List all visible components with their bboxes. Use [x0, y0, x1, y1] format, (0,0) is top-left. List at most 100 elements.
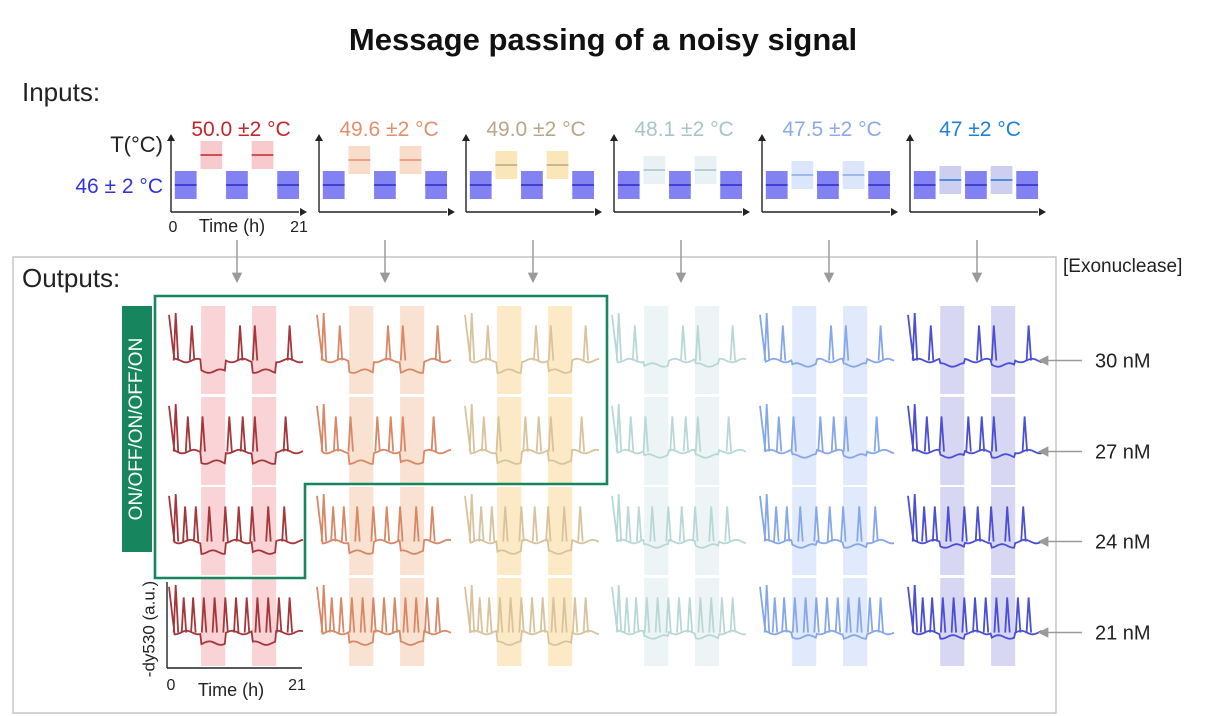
input-panel-1: 50.0 ±2 °C [167, 118, 307, 216]
input-x-axis-arrow [1039, 208, 1046, 216]
input-x-axis-arrow [743, 208, 750, 216]
input-temperature-label: 48.1 ±2 °C [634, 118, 733, 141]
output-trace [316, 405, 452, 465]
output-panel-r3-c2 [316, 487, 452, 575]
output-off-band [201, 487, 226, 575]
output-off-band [201, 306, 226, 394]
output-spike [383, 506, 391, 542]
output-time-label: Time (h) [198, 680, 264, 700]
output-spike [582, 597, 589, 633]
output-panel-r2-c3 [464, 397, 600, 485]
output-spike [320, 493, 328, 542]
output-spike [254, 597, 261, 633]
output-spike [522, 416, 529, 452]
output-spike [965, 416, 972, 452]
output-spike [188, 325, 196, 361]
output-off-band [940, 306, 965, 394]
output-spike [582, 325, 589, 361]
output-spike [265, 506, 272, 542]
input-y-axis-arrow [315, 134, 323, 141]
output-spike [763, 403, 771, 452]
output-spike [1025, 325, 1032, 361]
output-spike [779, 325, 787, 361]
output-spike [669, 416, 676, 452]
output-spike [468, 493, 476, 542]
output-spike [547, 325, 555, 361]
output-spike [665, 597, 672, 633]
output-trace [759, 405, 895, 459]
output-spike [226, 416, 233, 452]
input-panel-5: 47.5 ±2 °C [758, 118, 898, 216]
output-panel-r1-c4 [611, 306, 747, 394]
output-spike [615, 403, 623, 452]
output-off-band [991, 487, 1016, 575]
output-spike [1020, 506, 1027, 542]
output-off-band [843, 487, 868, 575]
output-spike [697, 597, 704, 633]
exonuclease-row-label: 24 nM [1095, 532, 1151, 554]
output-spike [694, 325, 702, 361]
output-spike [842, 416, 850, 452]
output-spike [182, 506, 189, 542]
output-spike [172, 403, 180, 452]
output-spike [200, 597, 208, 633]
output-spike [468, 584, 476, 633]
output-spike [192, 506, 200, 542]
input-time-end: 21 [290, 219, 308, 236]
output-spike [281, 506, 288, 542]
output-spike [211, 597, 218, 633]
output-spike [507, 597, 514, 633]
output-off-band [349, 397, 374, 485]
output-spike [180, 597, 188, 633]
output-off-band [940, 397, 965, 485]
input-y-axis-arrow [610, 134, 618, 141]
input-panel-6: 47 ±2 °C [906, 118, 1046, 216]
output-spike [547, 416, 555, 452]
output-spike [961, 597, 968, 633]
output-spike [972, 597, 979, 633]
output-spike [1021, 416, 1028, 452]
output-spike [354, 506, 361, 542]
exonuclease-row-label: 27 nM [1095, 442, 1151, 464]
output-spike [680, 325, 687, 361]
output-spike [320, 312, 328, 361]
output-spike [397, 506, 404, 542]
output-spike [990, 416, 998, 452]
output-spike [535, 416, 543, 452]
output-spike [856, 597, 863, 633]
output-spike [340, 506, 348, 542]
output-spike [249, 506, 256, 542]
output-spike [434, 597, 441, 633]
output-spike [635, 506, 643, 542]
output-spike [615, 312, 623, 361]
output-spike [877, 325, 884, 361]
output-spike [856, 506, 863, 542]
output-spike [399, 325, 407, 361]
output-time-end: 21 [288, 677, 306, 694]
input-y-axis-arrow [462, 134, 470, 141]
output-off-band [644, 306, 669, 394]
output-spike [424, 597, 431, 633]
output-spike [286, 597, 293, 633]
output-spike [950, 597, 957, 633]
output-spike [518, 506, 525, 542]
output-spike [729, 325, 736, 361]
output-spike [381, 597, 388, 633]
output-spike [480, 416, 488, 452]
output-spike [320, 403, 328, 452]
output-spike [539, 597, 547, 633]
input-x-axis-arrow [300, 208, 307, 216]
output-trace [316, 314, 452, 374]
output-spike [708, 506, 715, 542]
output-spike [961, 506, 968, 542]
base-temperature-label: 46 ± 2 °C [75, 175, 163, 198]
output-spike [413, 506, 420, 542]
output-panel-r1-c1 [168, 306, 304, 394]
output-spike [495, 416, 502, 452]
output-spike [413, 597, 420, 633]
output-panel-r4-c2 [316, 578, 452, 666]
output-spike [708, 597, 715, 633]
output-spike [370, 506, 377, 542]
output-spike [763, 493, 771, 542]
